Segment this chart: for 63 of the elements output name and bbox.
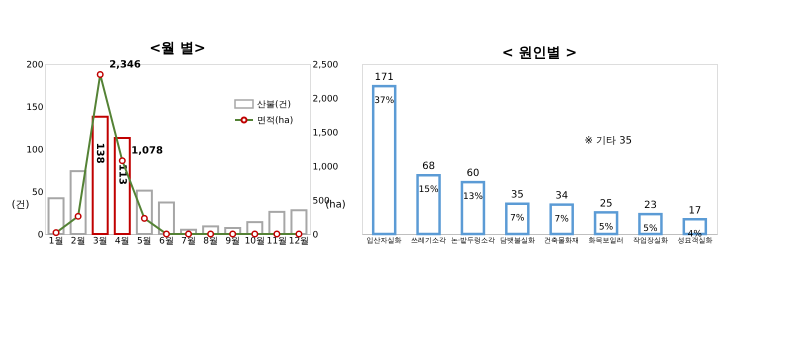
chart-title: < 원인별 > bbox=[502, 45, 578, 61]
bar bbox=[594, 211, 618, 236]
point bbox=[74, 212, 82, 220]
y2-tick-label: 1,500 bbox=[312, 128, 339, 138]
bar bbox=[638, 212, 663, 236]
x-tick-label: 4월 bbox=[114, 236, 130, 246]
bar bbox=[460, 180, 486, 236]
x-tick-label: 10월 bbox=[244, 236, 266, 246]
y2-tick-label: 0 bbox=[312, 230, 318, 240]
annotation: 15% bbox=[418, 185, 440, 196]
annotation: 13% bbox=[462, 192, 484, 202]
data-label: 68 bbox=[422, 161, 435, 172]
bar bbox=[48, 197, 65, 235]
legend-label: 면적(ha) bbox=[257, 116, 294, 126]
annotation: 7% bbox=[510, 214, 525, 224]
data-label: 60 bbox=[466, 168, 480, 180]
y-tick-label: 150 bbox=[26, 103, 44, 113]
x-tick-label: 12월 bbox=[288, 236, 310, 246]
x-tick-label: 5월 bbox=[137, 236, 152, 246]
bar bbox=[92, 116, 109, 235]
annotation: 5% bbox=[598, 222, 614, 232]
x-tick-label: 7월 bbox=[181, 236, 196, 246]
y-tick-label: 100 bbox=[26, 146, 44, 156]
bar bbox=[682, 218, 708, 236]
x-tick-label: 6월 bbox=[159, 236, 174, 246]
point bbox=[52, 229, 60, 236]
annotation: 5% bbox=[643, 224, 658, 234]
annotation: 37% bbox=[374, 96, 395, 106]
chart-title: <월 별> bbox=[149, 40, 206, 56]
bar bbox=[372, 84, 396, 236]
bar bbox=[114, 136, 131, 235]
data-label: 2,346 bbox=[109, 59, 141, 70]
data-label: 138 bbox=[94, 142, 106, 164]
y2-tick-label: 1,000 bbox=[312, 162, 339, 172]
data-label: 1,078 bbox=[131, 146, 163, 157]
y-tick-label: 50 bbox=[32, 188, 44, 198]
x-tick-label: 2월 bbox=[70, 236, 86, 246]
data-label: 23 bbox=[644, 200, 657, 212]
y2-tick-label: 2,500 bbox=[312, 60, 339, 70]
y-tick-label: 200 bbox=[26, 60, 44, 70]
data-label: 34 bbox=[555, 190, 568, 202]
y-tick-label: 0 bbox=[38, 230, 44, 240]
data-label: 35 bbox=[510, 190, 524, 201]
annotation: 7% bbox=[554, 214, 570, 225]
bar bbox=[136, 190, 153, 235]
x-tick-label: 9월 bbox=[225, 236, 240, 246]
x-tick-label: 3월 bbox=[92, 236, 108, 246]
point bbox=[140, 214, 148, 222]
data-label: 17 bbox=[688, 205, 702, 216]
x-tick-label: 1월 bbox=[48, 236, 64, 246]
annotation: ※ 기타 35 bbox=[584, 136, 632, 146]
data-label: 25 bbox=[600, 198, 612, 210]
bar bbox=[505, 202, 530, 236]
bar bbox=[416, 174, 441, 236]
x-tick-label: 11월 bbox=[266, 236, 288, 246]
y-axis-title: (건) bbox=[12, 200, 30, 210]
y2-tick-label: 2,000 bbox=[312, 94, 339, 104]
legend-label: 산불(건) bbox=[257, 100, 292, 110]
point bbox=[118, 157, 126, 164]
data-label: 171 bbox=[374, 72, 394, 84]
x-tick-label: 8월 bbox=[203, 236, 218, 246]
bar bbox=[549, 203, 574, 236]
point bbox=[96, 70, 104, 78]
